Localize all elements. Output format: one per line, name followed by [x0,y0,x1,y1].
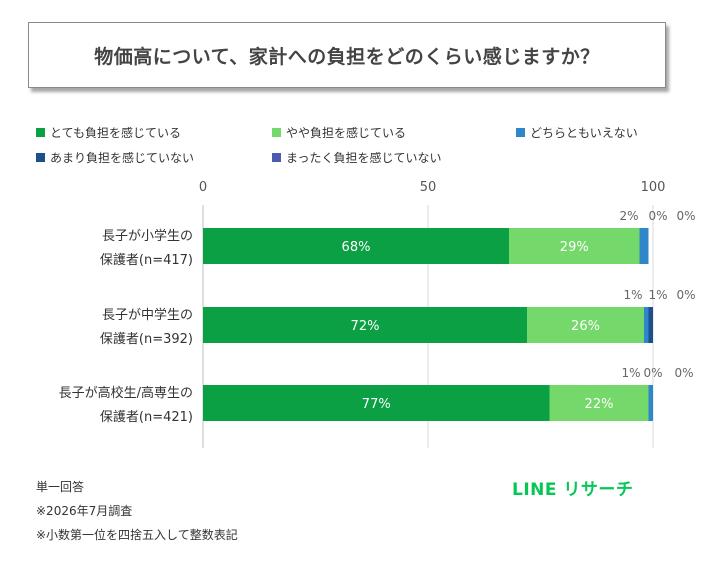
x-tick-label-1: 50 [420,180,437,195]
x-tick-label-0: 0 [199,180,207,195]
category-label-2-1: 保護者(n=421) [100,409,193,425]
legend-label-1: やや負担を感じている [286,126,407,140]
legend-item-4: まったく負担を感じていない [272,149,442,166]
legend-swatch-0 [36,128,45,137]
legend-item-0: とても負担を感じている [36,124,181,141]
data-label-2-series-3: 0% [643,366,662,380]
legend-swatch-3 [36,153,45,162]
bar-0-series-1 [509,228,640,264]
line-research-logo: LINE リサーチ [512,480,634,500]
bar-1-series-3 [648,307,653,343]
data-label-1-series-3: 1% [648,288,667,302]
legend-swatch-4 [272,153,281,162]
legend-label-3: あまり負担を感じていない [50,151,195,165]
data-label-1-series-1: 26% [571,319,600,334]
x-tick-label-2: 100 [641,180,666,195]
note-survey-date: ※2026年7月調査 [36,504,133,518]
category-label-1-1: 保護者(n=392) [100,331,193,347]
bar-1-series-0 [203,307,527,343]
data-label-2-series-1: 22% [585,397,614,412]
data-label-0-series-1: 29% [560,240,589,255]
note-answer-type: 単一回答 [36,480,85,494]
category-label-0-0: 長子が小学生の [102,228,193,244]
legend-label-4: まったく負担を感じていない [286,151,442,165]
bar-0-series-0 [203,228,509,264]
legend-swatch-2 [516,128,525,137]
legend-swatch-1 [272,128,281,137]
legend-label-0: とても負担を感じている [50,126,182,140]
bar-1-series-1 [527,307,644,343]
category-label-1-0: 長子が中学生の [102,307,193,323]
note-rounding: ※小数第一位を四捨五入して整数表記 [36,528,238,542]
bar-1-series-2 [644,307,649,343]
data-label-0-series-0: 68% [342,240,371,255]
legend-item-3: あまり負担を感じていない [36,149,194,166]
chart-title-box: 物価高について、家計への負担をどのくらい感じますか？ [28,22,666,88]
category-label-2-0: 長子が高校生/高専生の [59,385,193,401]
bar-2-series-2 [648,385,653,421]
legend-item-2: どちらともいえない [516,124,638,141]
chart-title: 物価高について、家計への負担をどのくらい感じますか？ [94,45,600,68]
bar-0-series-2 [639,228,649,264]
bar-2-series-1 [549,385,649,421]
data-label-2-series-0: 77% [362,397,391,412]
bar-2-series-0 [203,385,550,421]
data-label-0-series-3: 0% [648,209,667,223]
data-label-1-series-0: 72% [351,319,380,334]
data-label-0-series-2: 2% [619,209,638,223]
data-label-0-series-4: 0% [676,209,695,223]
legend-label-2: どちらともいえない [530,126,638,140]
data-label-1-series-4: 0% [676,288,695,302]
category-label-0-1: 保護者(n=417) [100,252,193,268]
data-label-2-series-2: 1% [621,366,640,380]
data-label-2-series-4: 0% [674,366,693,380]
data-label-1-series-2: 1% [623,288,642,302]
legend-item-1: やや負担を感じている [272,124,406,141]
